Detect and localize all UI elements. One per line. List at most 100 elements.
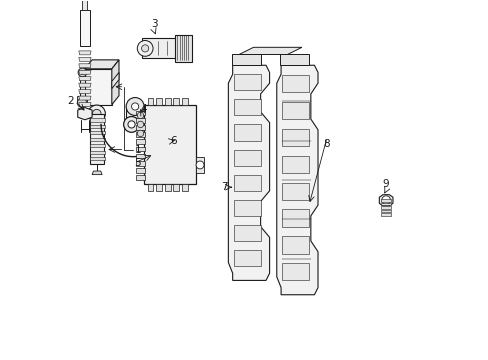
Bar [280, 54, 308, 65]
Polygon shape [379, 195, 392, 206]
Bar [173, 184, 179, 191]
Polygon shape [112, 72, 119, 89]
Bar [233, 74, 260, 90]
Bar [233, 149, 260, 166]
Bar [282, 210, 308, 226]
Bar [136, 132, 145, 137]
Bar [282, 102, 308, 119]
Bar [90, 114, 104, 164]
Bar [282, 263, 308, 280]
Bar [136, 125, 145, 130]
Polygon shape [89, 118, 104, 122]
Circle shape [81, 71, 84, 74]
Bar [82, 0, 87, 10]
Bar [380, 213, 390, 216]
Polygon shape [92, 171, 102, 175]
Circle shape [126, 98, 144, 116]
Bar [164, 184, 170, 191]
Bar [196, 157, 203, 173]
Circle shape [196, 161, 203, 169]
Circle shape [131, 103, 139, 110]
Bar [136, 161, 145, 166]
Polygon shape [79, 103, 91, 107]
Polygon shape [78, 108, 92, 120]
Circle shape [78, 68, 86, 77]
Polygon shape [112, 60, 119, 105]
Text: 1: 1 [135, 144, 142, 154]
Circle shape [137, 112, 143, 119]
Polygon shape [228, 65, 269, 280]
Bar [147, 184, 153, 191]
Text: 4: 4 [140, 104, 146, 114]
Bar [80, 10, 89, 45]
Bar [144, 105, 196, 184]
Bar [380, 199, 390, 202]
Bar [282, 129, 308, 146]
Bar [380, 206, 390, 209]
Polygon shape [89, 131, 104, 134]
Bar [231, 54, 260, 65]
Polygon shape [77, 96, 86, 103]
Text: 9: 9 [382, 179, 388, 189]
Bar [146, 150, 157, 165]
Circle shape [137, 130, 143, 136]
Circle shape [128, 121, 135, 128]
Bar [164, 98, 170, 105]
Bar [147, 98, 153, 105]
Circle shape [77, 98, 86, 108]
Bar [136, 111, 145, 116]
Bar [173, 98, 179, 105]
Text: 2: 2 [67, 96, 74, 106]
Bar [136, 154, 145, 158]
Bar [233, 99, 260, 116]
Bar [182, 98, 187, 105]
Circle shape [92, 109, 101, 118]
Text: 7: 7 [221, 182, 227, 192]
Text: 3: 3 [150, 19, 157, 30]
Polygon shape [85, 69, 112, 105]
Bar [136, 139, 145, 144]
Bar [282, 236, 308, 253]
Polygon shape [89, 138, 104, 141]
Circle shape [142, 45, 148, 52]
Circle shape [137, 121, 143, 128]
Polygon shape [239, 47, 301, 54]
Polygon shape [89, 144, 104, 147]
Bar [140, 116, 147, 130]
Polygon shape [80, 72, 85, 98]
Polygon shape [85, 60, 119, 69]
Bar [233, 225, 260, 241]
Text: 8: 8 [323, 139, 329, 149]
Polygon shape [126, 105, 147, 119]
Circle shape [137, 41, 153, 56]
Bar [282, 183, 308, 200]
Bar [174, 35, 191, 62]
Bar [380, 203, 390, 205]
Polygon shape [276, 65, 317, 295]
Circle shape [140, 121, 147, 128]
Circle shape [381, 196, 389, 204]
Bar [156, 98, 162, 105]
Bar [156, 184, 162, 191]
Bar [136, 168, 145, 173]
Polygon shape [79, 83, 91, 87]
Polygon shape [89, 157, 104, 160]
Text: 6: 6 [169, 136, 176, 146]
Bar [182, 184, 187, 191]
Text: 5: 5 [134, 158, 141, 168]
Bar [233, 200, 260, 216]
Polygon shape [89, 125, 104, 128]
Bar [136, 175, 145, 180]
Polygon shape [79, 96, 91, 100]
Polygon shape [79, 77, 91, 81]
Bar [233, 175, 260, 191]
Bar [136, 118, 145, 123]
Polygon shape [142, 39, 176, 58]
Polygon shape [79, 57, 91, 61]
Polygon shape [89, 150, 104, 154]
Polygon shape [79, 70, 91, 74]
Bar [136, 147, 145, 151]
Circle shape [88, 105, 105, 122]
Bar [380, 210, 390, 212]
Polygon shape [79, 90, 91, 94]
